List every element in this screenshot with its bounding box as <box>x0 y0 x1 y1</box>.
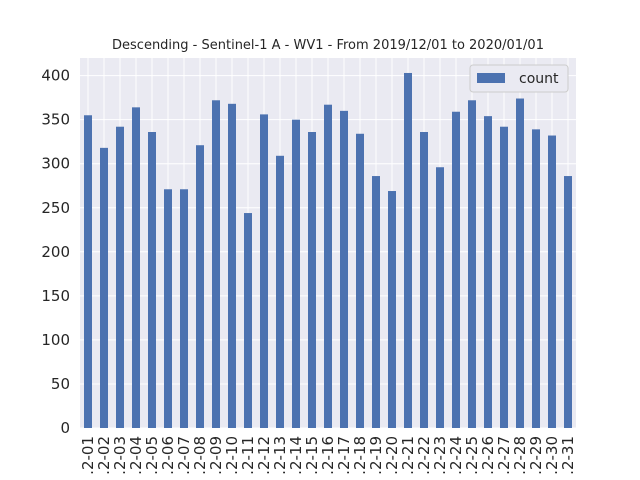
legend-swatch <box>477 73 505 83</box>
bar-2-11 <box>244 213 252 428</box>
y-axis-ticks: 0 50 100 150 200 250 300 350 400 <box>41 67 70 437</box>
bar-2-19 <box>372 176 380 428</box>
bar-2-06 <box>164 189 172 428</box>
x-tick-label: .2-08 <box>191 436 209 475</box>
x-axis-ticks: .2-01.2-02.2-03.2-04.2-05.2-06.2-07.2-08… <box>79 436 577 475</box>
x-tick-label: .2-10 <box>223 436 241 475</box>
bar-2-22 <box>420 132 428 428</box>
x-tick-label: .2-11 <box>239 436 257 475</box>
x-tick-label: .2-13 <box>271 436 289 475</box>
bar-2-25 <box>468 100 476 429</box>
x-tick-label: .2-18 <box>351 436 369 475</box>
bar-2-09 <box>212 100 220 429</box>
y-tick-label: 50 <box>51 375 70 393</box>
y-tick-label: 0 <box>60 419 70 437</box>
y-tick-label: 350 <box>41 111 70 129</box>
x-tick-label: .2-30 <box>543 436 561 475</box>
bar-2-24 <box>452 111 460 428</box>
x-tick-label: .2-26 <box>479 436 497 475</box>
x-tick-label: .2-03 <box>111 436 129 475</box>
bar-2-23 <box>436 167 444 428</box>
x-tick-label: .2-09 <box>207 436 225 475</box>
x-tick-label: .2-31 <box>559 436 577 475</box>
y-tick-label: 400 <box>41 67 70 85</box>
x-tick-label: .2-04 <box>127 436 145 475</box>
bar-2-16 <box>324 104 332 428</box>
x-tick-label: .2-05 <box>143 436 161 475</box>
x-tick-label: .2-28 <box>511 436 529 475</box>
x-tick-label: .2-23 <box>431 436 449 475</box>
bar-2-17 <box>340 110 348 428</box>
bars <box>84 72 572 429</box>
x-tick-label: .2-19 <box>367 436 385 475</box>
x-tick-label: .2-12 <box>255 436 273 475</box>
bar-2-20 <box>388 191 396 428</box>
x-tick-label: .2-02 <box>95 436 113 475</box>
x-tick-label: .2-06 <box>159 436 177 475</box>
bar-2-26 <box>484 116 492 429</box>
bar-2-08 <box>196 145 204 428</box>
x-tick-label: .2-22 <box>415 436 433 475</box>
bar-2-02 <box>100 147 108 428</box>
bar-2-18 <box>356 133 364 428</box>
bar-2-27 <box>500 126 508 428</box>
x-tick-label: .2-16 <box>319 436 337 475</box>
bar-2-30 <box>548 135 556 428</box>
bar-2-13 <box>276 155 284 429</box>
bar-2-03 <box>116 126 124 428</box>
x-tick-label: .2-21 <box>399 436 417 475</box>
y-tick-label: 300 <box>41 155 70 173</box>
chart-title: Descending - Sentinel-1 A - WV1 - From 2… <box>112 38 544 53</box>
x-tick-label: .2-17 <box>335 436 353 475</box>
x-tick-label: .2-29 <box>527 436 545 475</box>
x-tick-label: .2-20 <box>383 436 401 475</box>
legend-label-count: count <box>519 71 559 87</box>
y-tick-label: 200 <box>41 243 70 261</box>
bar-2-28 <box>516 98 524 429</box>
y-tick-label: 150 <box>41 287 70 305</box>
x-tick-label: .2-25 <box>463 436 481 475</box>
bar-2-01 <box>84 115 92 428</box>
bar-2-04 <box>132 107 140 428</box>
bar-2-29 <box>532 129 540 428</box>
bar-2-10 <box>228 103 236 429</box>
legend: count <box>469 64 569 93</box>
legend-box <box>469 64 569 93</box>
bar-2-14 <box>292 119 300 429</box>
x-tick-label: .2-24 <box>447 436 465 475</box>
bar-2-31 <box>564 176 572 428</box>
x-tick-label: .2-15 <box>303 436 321 475</box>
bar-2-07 <box>180 189 188 428</box>
x-tick-label: .2-07 <box>175 436 193 475</box>
x-tick-label: .2-01 <box>79 436 97 475</box>
bar-2-21 <box>404 72 412 428</box>
x-tick-label: .2-27 <box>495 436 513 475</box>
y-tick-label: 250 <box>41 199 70 217</box>
bar-2-15 <box>308 132 316 428</box>
x-tick-label: .2-14 <box>287 436 305 475</box>
bar-2-05 <box>148 132 156 428</box>
y-tick-label: 100 <box>41 331 70 349</box>
bar-2-12 <box>260 114 268 428</box>
